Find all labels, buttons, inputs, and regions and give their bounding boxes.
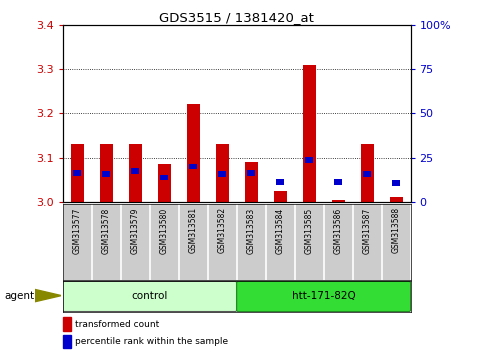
- Bar: [218, 171, 226, 177]
- Text: GSM313578: GSM313578: [102, 207, 111, 253]
- Text: GSM313588: GSM313588: [392, 207, 400, 253]
- Text: GSM313583: GSM313583: [247, 207, 256, 253]
- Bar: [73, 170, 81, 176]
- Bar: [71, 144, 84, 202]
- Bar: [131, 168, 139, 174]
- Bar: [332, 200, 345, 202]
- Bar: [157, 164, 171, 202]
- Text: control: control: [131, 291, 168, 302]
- Bar: [305, 157, 313, 162]
- Title: GDS3515 / 1381420_at: GDS3515 / 1381420_at: [159, 11, 314, 24]
- Text: GSM313579: GSM313579: [131, 207, 140, 254]
- Bar: [128, 144, 142, 202]
- Text: GSM313585: GSM313585: [305, 207, 313, 253]
- Text: htt-171-82Q: htt-171-82Q: [292, 291, 355, 302]
- Polygon shape: [35, 290, 61, 302]
- FancyBboxPatch shape: [63, 281, 237, 312]
- Text: GSM313582: GSM313582: [218, 207, 227, 253]
- Text: GSM313580: GSM313580: [160, 207, 169, 253]
- Text: GSM313577: GSM313577: [73, 207, 82, 254]
- Bar: [276, 179, 284, 185]
- Text: transformed count: transformed count: [75, 320, 159, 329]
- Bar: [361, 144, 374, 202]
- Text: GSM313584: GSM313584: [276, 207, 284, 253]
- Bar: [63, 335, 71, 348]
- Bar: [102, 171, 110, 177]
- Bar: [274, 191, 287, 202]
- Bar: [303, 64, 316, 202]
- Bar: [216, 144, 229, 202]
- Text: GSM313581: GSM313581: [189, 207, 198, 253]
- Bar: [63, 317, 71, 331]
- Bar: [392, 180, 400, 186]
- Bar: [100, 144, 113, 202]
- Bar: [187, 104, 200, 202]
- Bar: [334, 179, 342, 185]
- Bar: [247, 170, 255, 176]
- Text: GSM313587: GSM313587: [363, 207, 371, 253]
- Text: GSM313586: GSM313586: [334, 207, 342, 253]
- Bar: [245, 162, 258, 202]
- Text: percentile rank within the sample: percentile rank within the sample: [75, 337, 228, 346]
- Text: agent: agent: [5, 291, 35, 301]
- FancyBboxPatch shape: [237, 281, 411, 312]
- Bar: [390, 198, 403, 202]
- Bar: [160, 175, 168, 180]
- Bar: [189, 164, 197, 169]
- Bar: [363, 171, 371, 177]
